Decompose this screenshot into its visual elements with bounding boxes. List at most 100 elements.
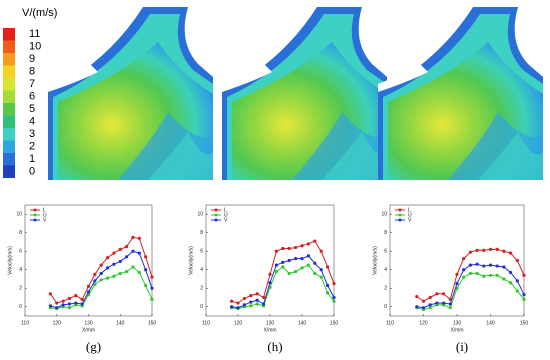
legend-label: L xyxy=(43,207,46,213)
data-point xyxy=(99,278,103,282)
data-point xyxy=(455,282,459,286)
data-point xyxy=(55,301,59,305)
y-tick-label: 0 xyxy=(384,304,387,310)
data-point xyxy=(515,258,519,263)
data-point xyxy=(48,304,53,308)
legend-marker xyxy=(33,208,37,212)
x-axis-label: X/mm xyxy=(450,327,463,333)
series-line xyxy=(231,264,335,310)
y-tick-label: 10 xyxy=(16,212,22,218)
data-point xyxy=(249,300,253,304)
data-point xyxy=(93,282,97,287)
data-point xyxy=(144,268,148,272)
data-point xyxy=(313,261,317,265)
y-axis-label: Velocity(m/s) xyxy=(188,246,194,275)
data-point xyxy=(332,295,336,300)
data-point xyxy=(137,270,141,275)
data-point xyxy=(502,249,506,253)
colorbar-swatch xyxy=(3,165,15,178)
legend-marker xyxy=(33,213,37,217)
data-point xyxy=(326,291,330,295)
data-point xyxy=(242,296,246,301)
y-tick-label: 4 xyxy=(19,267,22,273)
colorbar-tick-label: 0 xyxy=(29,166,35,178)
data-point xyxy=(468,271,472,276)
contour-image xyxy=(222,7,387,180)
data-point xyxy=(137,251,141,255)
y-axis-label: Velocity(m/s) xyxy=(372,246,378,275)
data-point xyxy=(522,273,526,277)
colorbar-swatch xyxy=(3,28,15,41)
data-point xyxy=(67,302,72,306)
x-tick-label: 120 xyxy=(53,320,62,326)
data-point xyxy=(144,283,148,288)
x-tick-label: 150 xyxy=(148,320,157,326)
data-point xyxy=(435,301,439,305)
panel-label: (i) xyxy=(456,339,468,354)
data-point xyxy=(522,297,526,301)
data-point xyxy=(475,271,479,276)
data-point xyxy=(313,271,317,276)
colorbar-tick-label: 7 xyxy=(29,78,35,90)
data-point xyxy=(255,298,259,302)
data-point xyxy=(455,272,459,276)
x-tick-label: 110 xyxy=(21,320,29,326)
data-point xyxy=(319,268,323,272)
data-point xyxy=(255,292,259,296)
y-tick-label: 0 xyxy=(200,304,203,310)
data-point xyxy=(144,255,148,259)
data-point xyxy=(74,301,78,305)
data-point xyxy=(93,279,97,283)
data-point xyxy=(274,270,278,274)
data-point xyxy=(522,293,526,297)
contour-image xyxy=(48,7,213,180)
data-point xyxy=(300,266,304,270)
data-point xyxy=(482,274,486,278)
x-tick-label: 130 xyxy=(266,320,275,326)
data-point xyxy=(448,306,452,310)
data-point xyxy=(332,282,336,286)
colorbar-tick-label: 11 xyxy=(29,28,40,40)
data-point xyxy=(468,263,472,267)
data-point xyxy=(326,283,330,288)
data-point xyxy=(428,295,432,300)
colorbar-swatch xyxy=(3,65,15,78)
colorbar-swatch xyxy=(3,40,15,53)
data-point xyxy=(306,263,310,267)
x-tick-label: 130 xyxy=(453,320,462,326)
colorbar-swatch xyxy=(3,103,15,116)
data-point xyxy=(421,299,426,303)
y-tick-label: 8 xyxy=(19,230,22,236)
data-point xyxy=(468,250,472,254)
x-tick-label: 110 xyxy=(202,320,210,326)
legend-marker xyxy=(33,218,37,222)
y-tick-label: 2 xyxy=(200,286,203,292)
data-point xyxy=(274,249,278,253)
panel-label: (h) xyxy=(267,339,282,354)
colorbar-swatch xyxy=(3,90,15,103)
y-tick-label: 6 xyxy=(384,249,387,255)
data-point xyxy=(502,265,506,269)
legend-label: U xyxy=(408,212,412,218)
x-tick-label: 120 xyxy=(234,320,243,326)
data-point xyxy=(112,251,116,255)
data-point xyxy=(268,281,272,285)
data-point xyxy=(262,302,266,306)
legend-label: V xyxy=(43,217,47,223)
colorbar-tick-label: 1 xyxy=(29,153,35,165)
x-tick-label: 150 xyxy=(330,320,339,326)
data-point xyxy=(99,263,103,267)
data-point xyxy=(462,275,466,279)
data-point xyxy=(442,292,446,296)
colorbar-swatch xyxy=(3,140,15,153)
data-point xyxy=(230,299,234,303)
x-tick-label: 140 xyxy=(116,320,125,326)
colorbar-swatch xyxy=(3,115,15,128)
data-point xyxy=(67,306,72,310)
data-point xyxy=(475,248,479,252)
data-point xyxy=(125,255,129,259)
legend-label: U xyxy=(43,212,47,218)
colorbar-tick-label: 4 xyxy=(29,116,35,128)
data-point xyxy=(86,284,91,288)
legend-label: V xyxy=(224,217,228,223)
